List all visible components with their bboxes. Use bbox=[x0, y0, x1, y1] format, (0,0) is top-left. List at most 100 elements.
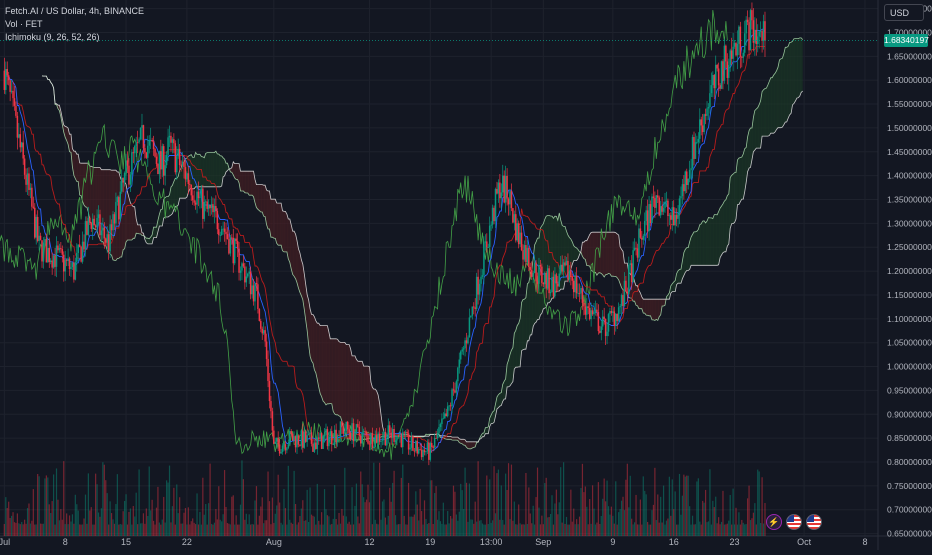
candle-body bbox=[637, 248, 639, 257]
candle-body bbox=[82, 242, 84, 262]
volume-bar bbox=[728, 521, 729, 536]
volume-bar bbox=[343, 516, 344, 536]
volume-bar bbox=[427, 524, 428, 536]
volume-bar bbox=[125, 494, 126, 536]
volume-bar bbox=[212, 525, 213, 536]
volume-bar bbox=[79, 524, 80, 536]
cloud-segment bbox=[722, 204, 723, 255]
cloud-segment bbox=[449, 436, 450, 439]
volume-bar bbox=[683, 475, 684, 536]
volume-bar bbox=[486, 476, 487, 536]
volume-bar bbox=[662, 523, 663, 536]
cloud-segment bbox=[455, 437, 456, 440]
volume-bar bbox=[66, 513, 67, 536]
volume-bar bbox=[202, 478, 203, 536]
indicator-legend[interactable]: Ichimoku (9, 26, 52, 26) bbox=[5, 31, 144, 44]
volume-bar bbox=[431, 480, 432, 536]
volume-bar bbox=[517, 525, 518, 536]
candle-body bbox=[495, 189, 497, 221]
cloud-segment bbox=[720, 206, 721, 257]
candle-body bbox=[677, 213, 679, 219]
volume-bar bbox=[39, 476, 40, 536]
x-tick-label: 12 bbox=[364, 537, 374, 547]
candle-body bbox=[147, 146, 149, 158]
candle-body bbox=[222, 229, 224, 230]
candle-body bbox=[635, 248, 637, 249]
cloud-segment bbox=[138, 225, 139, 234]
us-flag-icon[interactable] bbox=[806, 514, 822, 530]
price-axis[interactable]: 1.750000001.700000001.650000001.60000000… bbox=[887, 4, 932, 539]
volume-bar bbox=[711, 525, 712, 536]
volume-bar bbox=[475, 502, 476, 536]
volume-bar bbox=[612, 516, 613, 536]
cloud-segment bbox=[765, 88, 766, 136]
candle-body bbox=[515, 214, 517, 240]
volume-bar bbox=[541, 516, 542, 536]
candle-body bbox=[257, 284, 259, 309]
candle-body bbox=[101, 230, 103, 235]
candle-body bbox=[275, 442, 277, 444]
cloud-segment bbox=[795, 39, 796, 101]
candle-body bbox=[619, 306, 621, 307]
volume-bar bbox=[449, 523, 450, 536]
volume-bar bbox=[111, 513, 112, 536]
volume-bar bbox=[327, 515, 328, 536]
volume-bar bbox=[360, 472, 361, 536]
candle-body bbox=[748, 22, 750, 50]
candle-body bbox=[456, 381, 458, 392]
currency-selector[interactable]: USD bbox=[884, 4, 924, 21]
volume-bar bbox=[466, 483, 467, 536]
candle-body bbox=[541, 267, 543, 283]
candle-body bbox=[553, 277, 555, 296]
candle-body bbox=[745, 20, 747, 34]
volume-bar bbox=[415, 491, 416, 536]
volume-bar bbox=[676, 525, 677, 536]
us-flag-icon[interactable] bbox=[786, 514, 802, 530]
volume-bar bbox=[314, 517, 315, 536]
volume-bar bbox=[621, 501, 622, 536]
volume-bar bbox=[263, 523, 264, 536]
cloud-segment bbox=[601, 232, 602, 275]
volume-bar bbox=[311, 515, 312, 536]
volume-legend[interactable]: Vol · FET bbox=[5, 18, 144, 31]
symbol-title[interactable]: Fetch.AI / US Dollar, 4h, BINANCE bbox=[5, 5, 144, 18]
candle-body bbox=[519, 233, 521, 245]
volume-bar bbox=[266, 520, 267, 536]
candle-body bbox=[247, 274, 249, 277]
cloud-segment bbox=[248, 171, 249, 195]
candle-body bbox=[72, 263, 74, 267]
candle-body bbox=[130, 175, 132, 185]
volume-bar bbox=[176, 484, 177, 536]
candle-body bbox=[709, 93, 711, 107]
volume-bar bbox=[241, 460, 242, 536]
cloud-segment bbox=[133, 207, 134, 239]
cloud-segment bbox=[342, 342, 343, 426]
volume-bar bbox=[443, 503, 444, 536]
candle-body bbox=[401, 436, 403, 448]
candle-body bbox=[502, 176, 504, 193]
candle-body bbox=[28, 173, 30, 190]
volume-bar bbox=[409, 517, 410, 536]
volume-bar bbox=[534, 525, 535, 536]
volume-bar bbox=[605, 501, 606, 536]
cloud-segment bbox=[252, 171, 253, 196]
lightning-icon[interactable]: ⚡ bbox=[766, 514, 782, 530]
volume-bar bbox=[351, 487, 352, 536]
candle-body bbox=[377, 434, 379, 443]
cloud-segment bbox=[349, 345, 350, 439]
candle-body bbox=[353, 423, 355, 441]
candle-body bbox=[535, 263, 537, 282]
volume-bar bbox=[572, 522, 573, 536]
volume-bar bbox=[479, 521, 480, 536]
candle-body bbox=[579, 293, 581, 294]
cloud-segment bbox=[329, 332, 330, 404]
volume-bar bbox=[657, 494, 658, 536]
cloud-segment bbox=[724, 200, 725, 252]
volume-bar bbox=[747, 498, 748, 536]
candle-body bbox=[737, 44, 739, 55]
candle-body bbox=[628, 265, 630, 294]
candle-body bbox=[30, 188, 32, 190]
